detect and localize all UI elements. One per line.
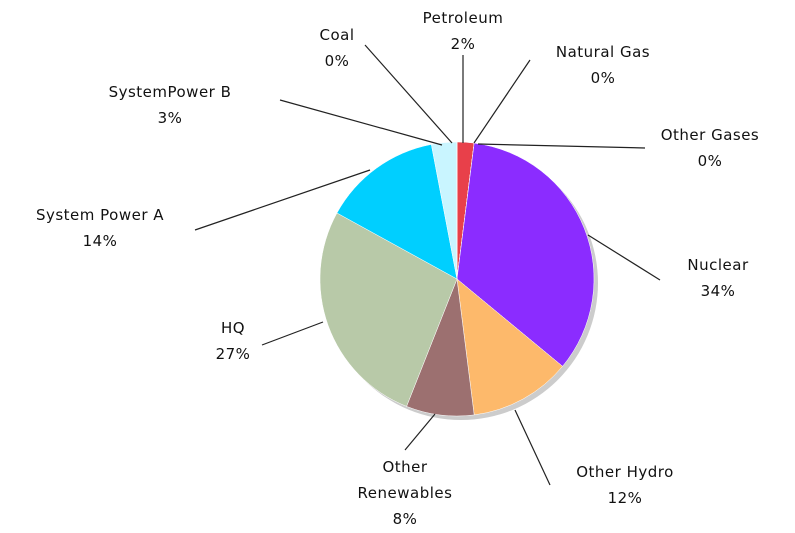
leader-line [404, 413, 436, 451]
category-label: SystemPower B [108, 83, 232, 101]
category-label: System Power A [35, 206, 165, 224]
value-label: 0% [697, 152, 723, 170]
category-label: Other Renewables [357, 458, 453, 502]
slice-label: SystemPower B 3% [90, 79, 250, 131]
value-label: 0% [324, 52, 350, 70]
leader-line [279, 99, 443, 146]
leader-line [364, 44, 453, 144]
category-label: Nuclear [687, 256, 749, 274]
slice-label: HQ 27% [153, 315, 313, 367]
slice-label: Other Gases 0% [630, 122, 790, 174]
category-label: Coal [319, 26, 355, 44]
value-label: 12% [607, 489, 643, 507]
pie-slice [336, 144, 458, 280]
leader-line [587, 234, 661, 281]
value-label: 34% [700, 282, 736, 300]
leader-line [473, 59, 531, 144]
slice-label: Coal 0% [257, 22, 417, 74]
value-label: 8% [392, 510, 418, 528]
slice-label: System Power A 14% [20, 202, 180, 254]
category-label: Petroleum [422, 9, 504, 27]
category-label: HQ [220, 319, 246, 337]
category-label: Other Hydro [576, 463, 674, 481]
pie-slice [456, 278, 563, 416]
pie-slice [319, 212, 458, 407]
leader-line [477, 143, 646, 149]
slice-label: Petroleum 2% [383, 5, 543, 57]
value-label: 0% [590, 69, 616, 87]
category-label: Natural Gas [555, 43, 651, 61]
value-label: 27% [215, 345, 251, 363]
category-label: Other Gases [660, 126, 760, 144]
slice-label: Natural Gas 0% [523, 39, 683, 91]
pie-slice [456, 142, 595, 367]
value-label: 14% [82, 232, 118, 250]
slice-label: Other Renewables 8% [350, 454, 460, 532]
leader-line [261, 321, 324, 346]
leader-line [194, 169, 371, 231]
slice-label: Other Hydro 12% [545, 459, 705, 511]
slice-label: Nuclear 34% [638, 252, 795, 304]
value-label: 3% [157, 109, 183, 127]
value-label: 2% [450, 35, 476, 53]
leader-line [514, 409, 551, 486]
